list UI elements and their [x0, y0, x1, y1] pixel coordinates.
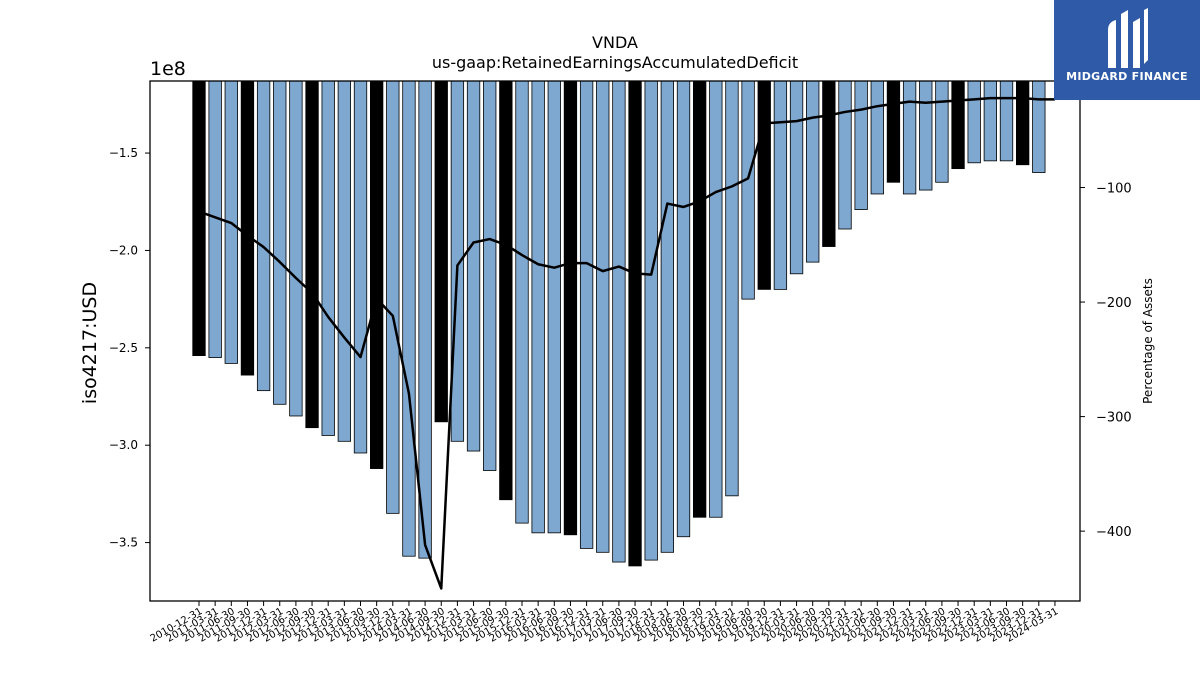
bar — [935, 80, 949, 183]
chart-subtitle: us-gaap:RetainedEarningsAccumulatedDefic… — [432, 53, 798, 72]
y-axis-label: iso4217:USD — [79, 282, 101, 404]
bar — [418, 80, 432, 559]
bar — [434, 80, 448, 423]
y-right-tick-label: −200 — [1096, 296, 1132, 311]
bar — [369, 80, 384, 469]
y-tick-label: −2.5 — [109, 341, 138, 355]
bar — [515, 80, 529, 524]
bar — [386, 80, 400, 514]
bar — [773, 80, 788, 290]
bar — [725, 80, 739, 497]
bar — [305, 80, 319, 429]
percentage-line — [198, 96, 1055, 590]
bar — [999, 80, 1014, 162]
bar — [612, 80, 626, 563]
bar — [838, 80, 852, 230]
bar — [192, 80, 206, 357]
bar — [854, 80, 868, 210]
bar — [789, 80, 804, 275]
logo-mark-icon — [1108, 8, 1148, 68]
bar — [563, 80, 578, 536]
bar — [660, 80, 674, 553]
bar — [547, 80, 561, 534]
bar — [402, 80, 416, 557]
y-right-tick-label: −300 — [1096, 411, 1132, 426]
logo-text: MIDGARD FINANCE — [1066, 70, 1188, 83]
bar — [1032, 80, 1046, 173]
y-ticks-left: −1.5 −2.0 −2.5 −3.0 −3.5 — [109, 146, 150, 550]
y-tick-label: −1.5 — [109, 146, 138, 160]
bar — [886, 80, 901, 183]
bar — [579, 80, 594, 549]
y-tick-label: −3.0 — [109, 438, 138, 452]
line-group — [198, 96, 1055, 590]
bar — [1016, 80, 1030, 166]
bar — [483, 80, 497, 471]
bar — [337, 80, 352, 442]
bar — [321, 80, 335, 436]
bar — [709, 80, 723, 518]
bar — [628, 80, 642, 567]
bar — [806, 80, 820, 263]
y-axis-right-label: Percentage of Assets — [1141, 278, 1155, 404]
plot-frame — [149, 80, 1081, 602]
brand-logo: MIDGARD FINANCE — [1054, 0, 1200, 100]
y-tick-label: −2.0 — [109, 243, 138, 257]
bar — [967, 80, 981, 164]
bar — [240, 80, 255, 376]
bar — [693, 80, 707, 518]
bar — [499, 80, 513, 501]
bar — [353, 80, 368, 454]
bar — [676, 80, 691, 538]
bar — [531, 80, 545, 534]
y-multiplier: 1e8 — [150, 58, 186, 80]
bar — [983, 80, 997, 162]
bar — [822, 80, 836, 247]
chart-title: VNDA — [592, 33, 638, 52]
x-ticks: 2010-12-312011-03-312011-06-302011-09-30… — [149, 601, 1060, 645]
bar — [741, 80, 755, 300]
y-right-tick-label: −100 — [1096, 182, 1132, 197]
bar — [256, 80, 271, 392]
bar — [919, 80, 933, 191]
bar — [951, 80, 965, 170]
bar — [870, 80, 884, 195]
bar — [596, 80, 610, 553]
bars-group — [192, 80, 1046, 567]
y-ticks-right: −100 −200 −300 −400 — [1080, 182, 1132, 540]
bar — [273, 80, 287, 405]
bar — [289, 80, 303, 417]
bar — [757, 80, 771, 290]
bar — [466, 80, 481, 452]
bar — [902, 80, 917, 195]
bar — [644, 80, 658, 561]
y-tick-label: −3.5 — [109, 536, 138, 550]
y-right-tick-label: −400 — [1096, 525, 1132, 540]
